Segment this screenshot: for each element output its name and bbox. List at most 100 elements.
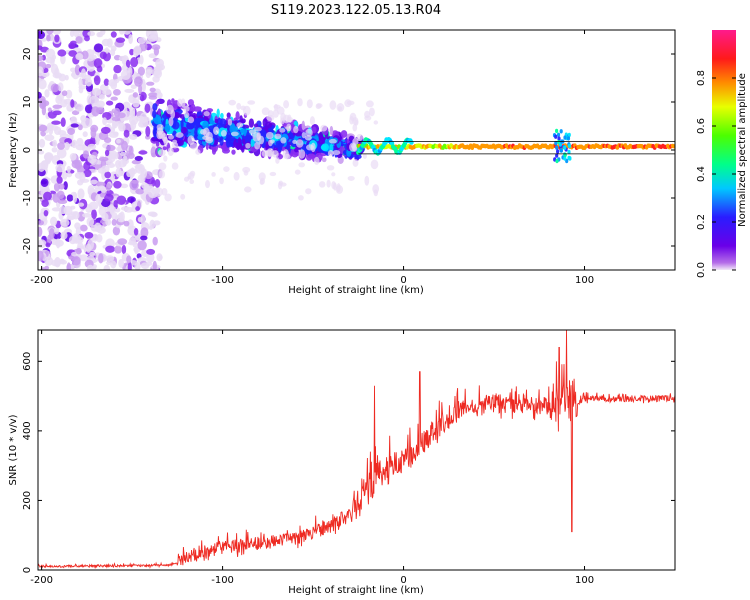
heatmap-cell	[140, 171, 145, 181]
heatmap-cell	[248, 129, 257, 135]
heatmap-cell	[351, 143, 356, 149]
heatmap-cell	[51, 147, 58, 153]
heatmap-cell	[125, 59, 131, 68]
heatmap-cell	[297, 195, 304, 201]
heatmap-cell	[46, 30, 54, 35]
heatmap-cell	[219, 118, 227, 127]
heatmap-cell	[38, 77, 42, 83]
heatmap-cell	[242, 138, 246, 145]
heatmap-cell	[167, 147, 174, 157]
heatmap-cell	[555, 128, 559, 134]
heatmap-cell	[555, 153, 559, 158]
heatmap-cell	[354, 119, 359, 126]
heatmap-cell	[93, 43, 104, 53]
heatmap-cell	[135, 115, 145, 122]
heatmap-cell	[105, 245, 116, 253]
heatmap-cell	[175, 132, 184, 138]
heatmap-cell	[321, 157, 327, 163]
heatmap-cell	[83, 161, 91, 171]
heatmap-cell	[220, 112, 224, 119]
x-tick-label: -200	[30, 575, 53, 586]
heatmap-cell	[112, 89, 121, 96]
heatmap-cell	[181, 126, 187, 134]
heatmap-cell	[111, 219, 117, 226]
heatmap-cell	[86, 216, 95, 227]
heatmap-cell	[320, 144, 327, 151]
heatmap-cell	[90, 179, 99, 185]
heatmap-cell	[283, 100, 290, 109]
heatmap-cell	[107, 162, 116, 168]
heatmap-cell	[305, 128, 313, 137]
heatmap-cell	[313, 156, 320, 165]
heatmap-cell	[217, 143, 227, 149]
heatmap-cell	[187, 116, 195, 124]
heatmap-cell	[75, 53, 84, 61]
heatmap-cell	[195, 149, 201, 155]
heatmap-cell	[256, 132, 262, 141]
heatmap-cell	[242, 105, 251, 116]
heatmap-cell	[99, 94, 105, 100]
heatmap-cell	[119, 30, 125, 35]
heatmap-cell	[47, 107, 52, 113]
heatmap-cell	[301, 120, 305, 131]
heatmap-cell	[189, 142, 198, 150]
heatmap-cell	[119, 151, 126, 156]
heatmap-cell	[556, 149, 560, 154]
heatmap-cell	[66, 172, 73, 178]
heatmap-cell	[67, 127, 76, 135]
heatmap-cell	[129, 105, 136, 116]
heatmap-cell	[52, 104, 63, 109]
heatmap-cell	[368, 107, 375, 117]
heatmap-cell	[77, 242, 84, 249]
heatmap-cell	[254, 126, 262, 132]
heatmap-cell	[83, 169, 92, 178]
heatmap-cell	[105, 100, 114, 106]
heatmap-cell	[60, 218, 70, 227]
heatmap-cell	[347, 175, 355, 181]
heatmap-cell	[156, 253, 163, 262]
heatmap-cell	[101, 165, 110, 173]
y-tick-label: 0	[22, 567, 33, 573]
heatmap-cell	[116, 195, 127, 205]
heatmap-cell	[133, 227, 139, 236]
heatmap-cell	[56, 147, 67, 159]
heatmap-cell	[162, 136, 168, 144]
heatmap-cell	[320, 124, 328, 132]
heatmap-cell	[58, 183, 65, 190]
heatmap-cell	[53, 182, 60, 192]
heatmap-cell	[306, 144, 314, 151]
heatmap-cell	[38, 66, 44, 77]
heatmap-cell	[80, 68, 87, 80]
heatmap-cell	[71, 139, 77, 149]
heatmap-cell	[111, 116, 121, 122]
heatmap-cell	[93, 75, 101, 86]
heatmap-cell	[148, 189, 158, 199]
heatmap-cells	[38, 30, 675, 270]
y-tick-label: 400	[22, 421, 33, 440]
heatmap-cell	[243, 170, 249, 176]
heatmap-cell	[563, 135, 567, 140]
heatmap-cell	[140, 262, 150, 269]
heatmap-cell	[43, 209, 49, 217]
heatmap-cell	[236, 102, 242, 110]
heatmap-cell	[68, 50, 78, 57]
heatmap-cell	[137, 36, 147, 44]
heatmap-cell	[190, 103, 196, 113]
heatmap-cell	[38, 138, 46, 148]
heatmap-cell	[286, 116, 293, 123]
heatmap-cell	[245, 142, 251, 149]
heatmap-cell	[152, 103, 158, 111]
heatmap-cell	[228, 99, 237, 106]
heatmap-cell	[147, 34, 158, 42]
heatmap-cell	[91, 106, 100, 117]
heatmap-cell	[55, 238, 61, 249]
heatmap-cell	[90, 127, 97, 139]
heatmap-cell	[78, 77, 83, 88]
heatmap-cell	[180, 193, 186, 200]
heatmap-cell	[315, 103, 322, 110]
heatmap-cell	[279, 182, 287, 187]
heatmap-cell	[123, 220, 130, 227]
heatmap-cell	[121, 140, 128, 151]
heatmap-cell	[138, 150, 148, 155]
heatmap-cell	[135, 188, 145, 195]
